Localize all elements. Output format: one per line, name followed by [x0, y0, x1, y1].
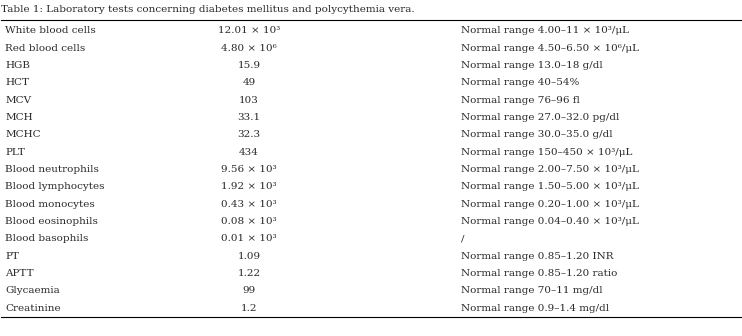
- Text: 12.01 × 10³: 12.01 × 10³: [218, 27, 280, 36]
- Text: Normal range 76–96 fl: Normal range 76–96 fl: [462, 96, 580, 105]
- Text: HCT: HCT: [5, 79, 29, 87]
- Text: Normal range 0.9–1.4 mg/dl: Normal range 0.9–1.4 mg/dl: [462, 304, 609, 313]
- Text: MCH: MCH: [5, 113, 33, 122]
- Text: Normal range 0.04–0.40 × 10³/μL: Normal range 0.04–0.40 × 10³/μL: [462, 217, 639, 226]
- Text: Normal range 30.0–35.0 g/dl: Normal range 30.0–35.0 g/dl: [462, 130, 613, 139]
- Text: Blood basophils: Blood basophils: [5, 235, 88, 243]
- Text: HGB: HGB: [5, 61, 30, 70]
- Text: /: /: [462, 235, 464, 243]
- Text: PLT: PLT: [5, 148, 25, 157]
- Text: Normal range 0.85–1.20 INR: Normal range 0.85–1.20 INR: [462, 252, 614, 261]
- Text: White blood cells: White blood cells: [5, 27, 96, 36]
- Text: Normal range 27.0–32.0 pg/dl: Normal range 27.0–32.0 pg/dl: [462, 113, 620, 122]
- Text: 15.9: 15.9: [237, 61, 260, 70]
- Text: 9.56 × 10³: 9.56 × 10³: [221, 165, 277, 174]
- Text: Normal range 40–54%: Normal range 40–54%: [462, 79, 580, 87]
- Text: 1.09: 1.09: [237, 252, 260, 261]
- Text: APTT: APTT: [5, 269, 33, 278]
- Text: Blood lymphocytes: Blood lymphocytes: [5, 182, 105, 192]
- Text: MCV: MCV: [5, 96, 31, 105]
- Text: 434: 434: [239, 148, 259, 157]
- Text: 1.2: 1.2: [240, 304, 257, 313]
- Text: Normal range 70–11 mg/dl: Normal range 70–11 mg/dl: [462, 286, 603, 295]
- Text: PT: PT: [5, 252, 19, 261]
- Text: 33.1: 33.1: [237, 113, 260, 122]
- Text: Table 1: Laboratory tests concerning diabetes mellitus and polycythemia vera.: Table 1: Laboratory tests concerning dia…: [1, 5, 415, 14]
- Text: Creatinine: Creatinine: [5, 304, 61, 313]
- Text: 103: 103: [239, 96, 259, 105]
- Text: Normal range 0.20–1.00 × 10³/μL: Normal range 0.20–1.00 × 10³/μL: [462, 200, 639, 209]
- Text: Normal range 1.50–5.00 × 10³/μL: Normal range 1.50–5.00 × 10³/μL: [462, 182, 639, 192]
- Text: 1.22: 1.22: [237, 269, 260, 278]
- Text: 4.80 × 10⁶: 4.80 × 10⁶: [221, 44, 277, 53]
- Text: 0.43 × 10³: 0.43 × 10³: [221, 200, 277, 209]
- Text: MCHC: MCHC: [5, 130, 41, 139]
- Text: 0.01 × 10³: 0.01 × 10³: [221, 235, 277, 243]
- Text: 32.3: 32.3: [237, 130, 260, 139]
- Text: Normal range 2.00–7.50 × 10³/μL: Normal range 2.00–7.50 × 10³/μL: [462, 165, 639, 174]
- Text: Normal range 4.50–6.50 × 10⁶/μL: Normal range 4.50–6.50 × 10⁶/μL: [462, 44, 639, 53]
- Text: 49: 49: [243, 79, 256, 87]
- Text: Glycaemia: Glycaemia: [5, 286, 60, 295]
- Text: 0.08 × 10³: 0.08 × 10³: [221, 217, 277, 226]
- Text: Normal range 4.00–11 × 10³/μL: Normal range 4.00–11 × 10³/μL: [462, 27, 629, 36]
- Text: Red blood cells: Red blood cells: [5, 44, 85, 53]
- Text: Normal range 0.85–1.20 ratio: Normal range 0.85–1.20 ratio: [462, 269, 617, 278]
- Text: Normal range 150–450 × 10³/μL: Normal range 150–450 × 10³/μL: [462, 148, 633, 157]
- Text: Normal range 13.0–18 g/dl: Normal range 13.0–18 g/dl: [462, 61, 603, 70]
- Text: Blood monocytes: Blood monocytes: [5, 200, 95, 209]
- Text: Blood eosinophils: Blood eosinophils: [5, 217, 98, 226]
- Text: 1.92 × 10³: 1.92 × 10³: [221, 182, 277, 192]
- Text: 99: 99: [243, 286, 256, 295]
- Text: Blood neutrophils: Blood neutrophils: [5, 165, 99, 174]
